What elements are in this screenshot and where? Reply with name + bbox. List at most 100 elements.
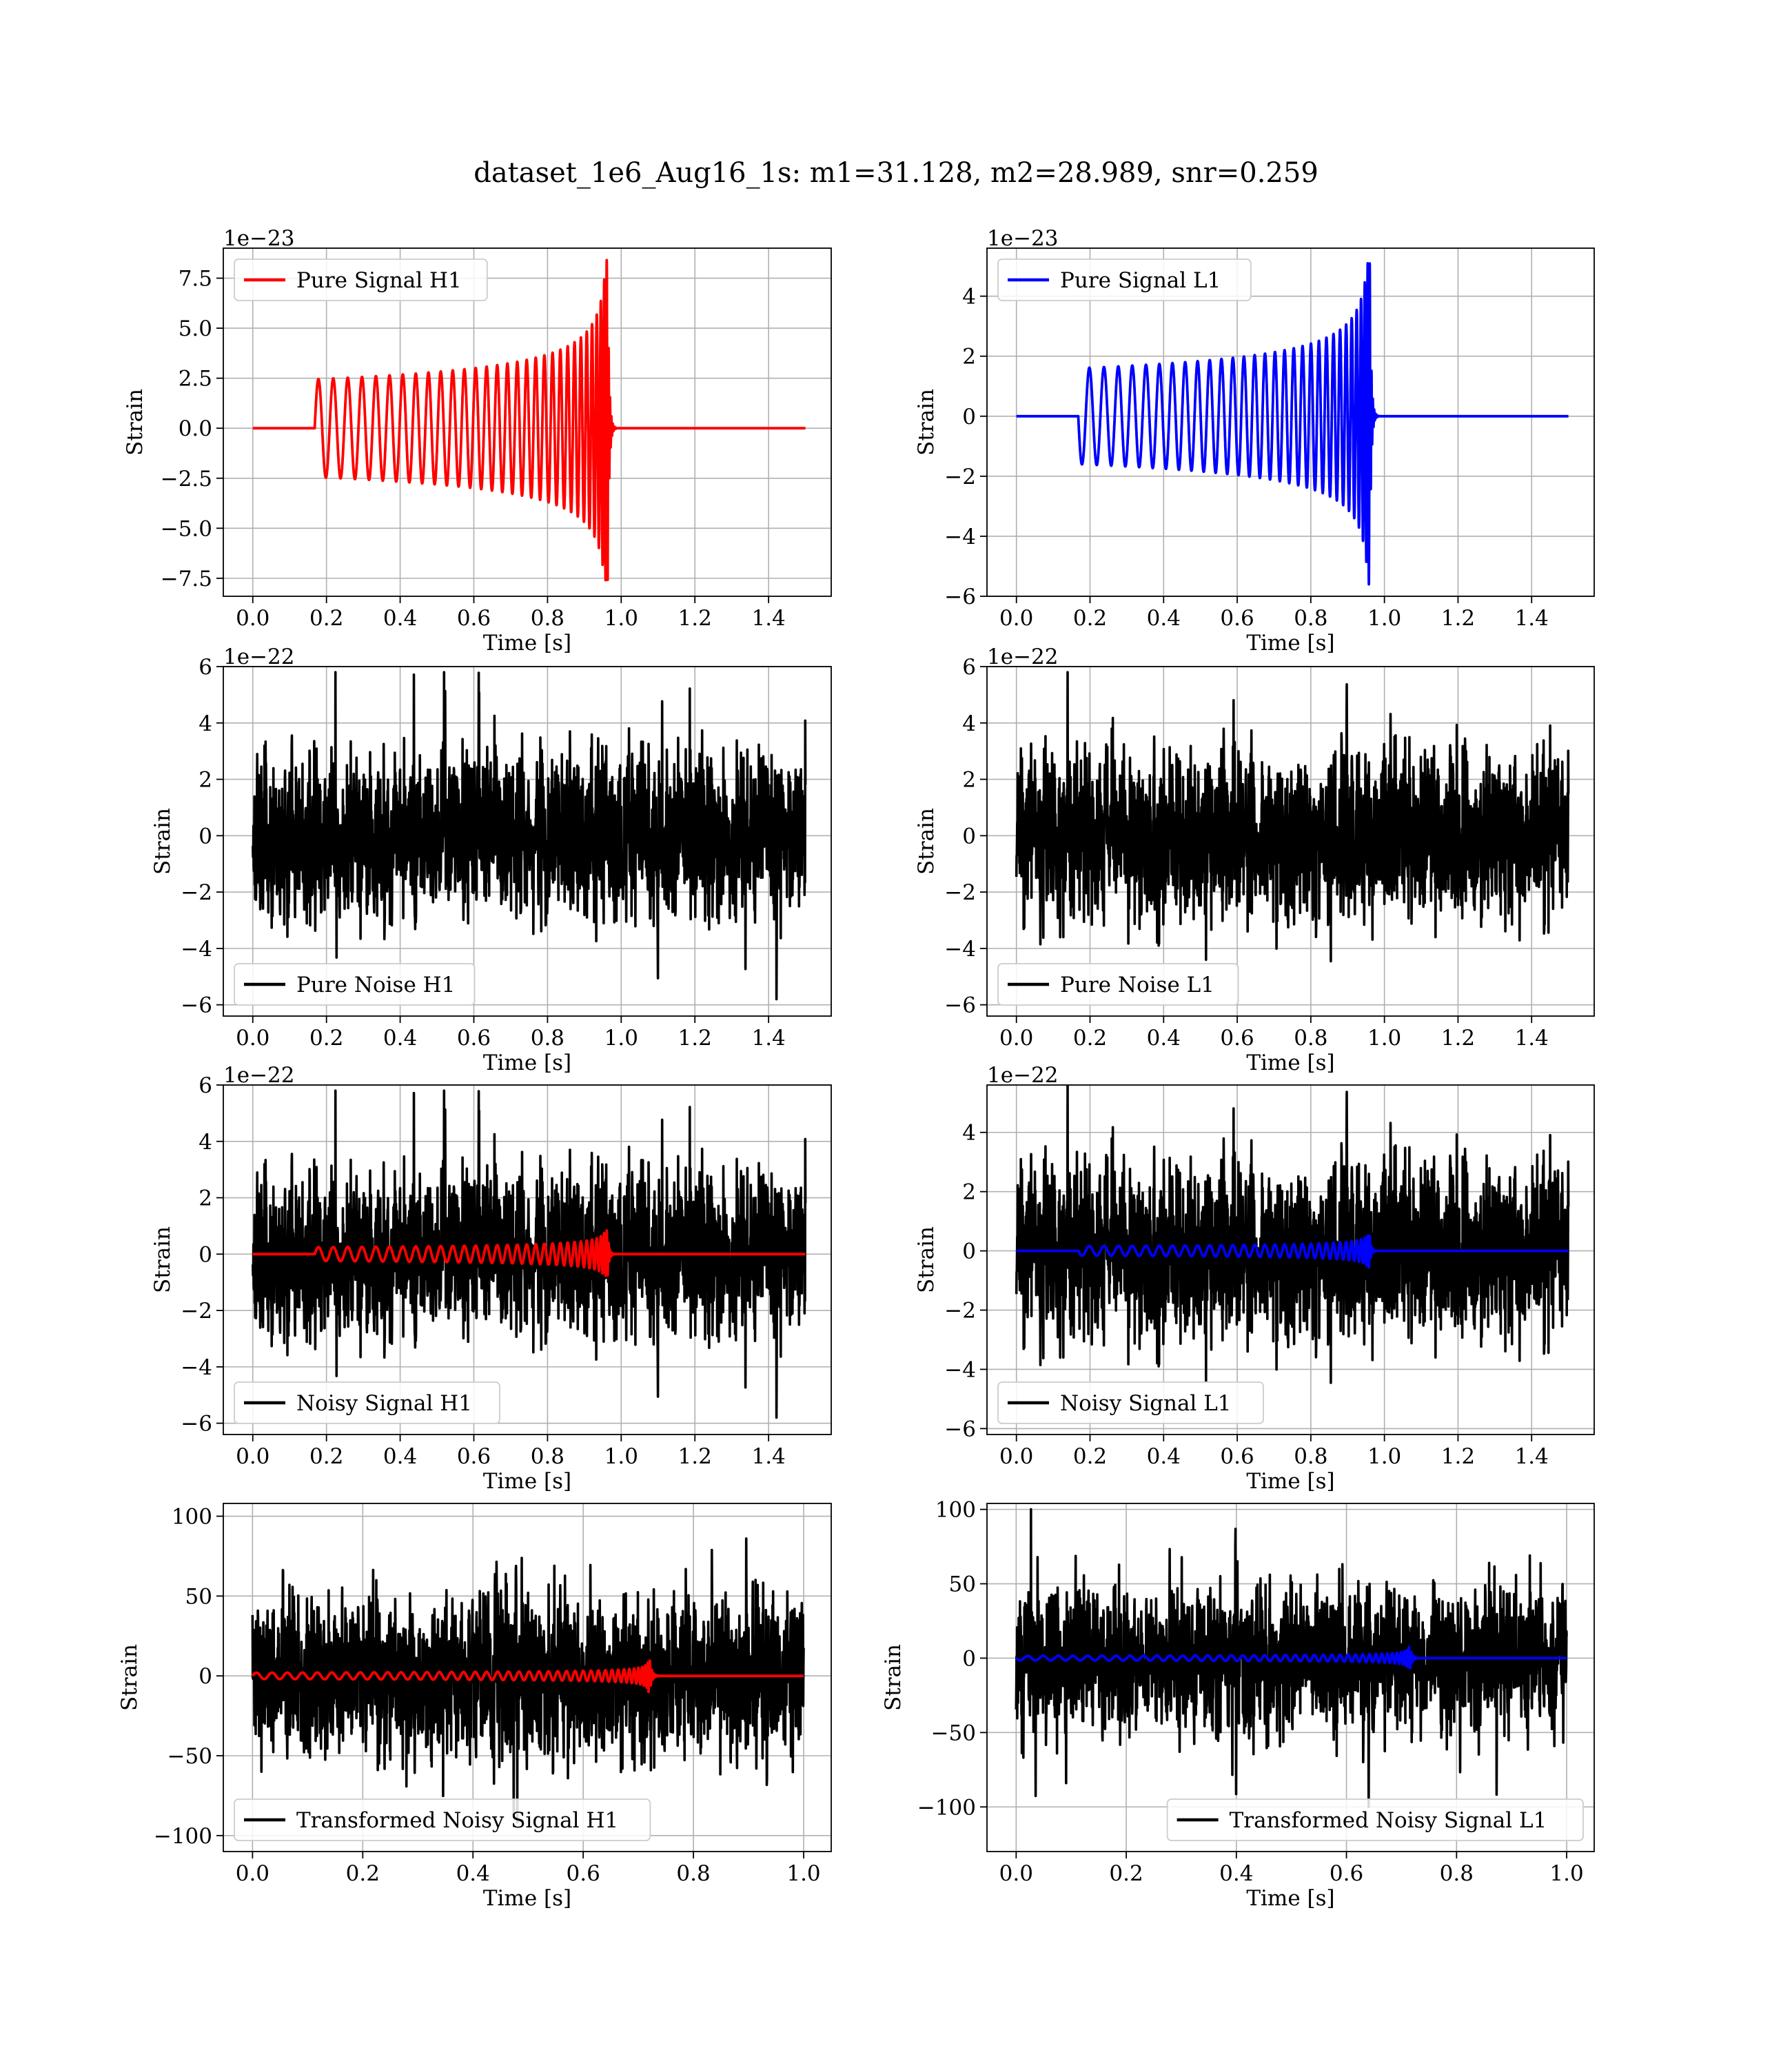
x-tick-label: 0.2 (1073, 606, 1107, 631)
legend: Pure Signal H1 (234, 258, 488, 301)
y-tick-label: 6 (198, 1073, 212, 1098)
y-tick-label: 6 (962, 655, 976, 680)
x-tick-label: 1.4 (1515, 1444, 1549, 1469)
x-axis-label: Time [s] (1246, 1051, 1334, 1075)
x-tick-label: 0.2 (346, 1861, 380, 1886)
chart-panel-pure-signal-h1: 0.0 0.2 0.4 0.6 0.8 1.0 1.2 1.4 −7.5 −5.0 −2.5 0.0 2… (123, 226, 832, 656)
x-tick-label: 0.0 (999, 1861, 1033, 1886)
axes-frame (986, 1503, 1595, 1852)
legend: Transformed Noisy Signal L1 (1166, 1798, 1584, 1841)
x-tick-label: 0.4 (1147, 1026, 1181, 1051)
x-tick-label: 1.4 (751, 1026, 785, 1051)
y-tick-label: 6 (198, 655, 212, 680)
series-group (1016, 262, 1569, 586)
chart-panel-noisy-signal-l1: 0.0 0.2 0.4 0.6 0.8 1.0 1.2 1.4 −6 −4 −2 0 2 4 Time [s… (914, 1063, 1595, 1494)
y-axis-label: Strain (914, 1226, 939, 1293)
x-tick-label: 0.8 (1294, 606, 1327, 631)
x-tick-label: 0.8 (1294, 1026, 1327, 1051)
axes-frame (223, 1503, 832, 1852)
x-tick-label: 1.2 (1441, 1444, 1475, 1469)
x-tick-label: 1.0 (1367, 1444, 1401, 1469)
x-tick-label: 0.0 (236, 606, 269, 631)
series-group (1015, 671, 1570, 963)
x-tick-label: 0.6 (1220, 1444, 1254, 1469)
y-tick-label: 100 (935, 1498, 976, 1523)
x-tick-label: 0.6 (1220, 606, 1254, 631)
x-tick-label: 0.8 (1440, 1861, 1474, 1886)
y-tick-label: 50 (949, 1572, 976, 1597)
x-tick-label: 0.2 (309, 1026, 343, 1051)
x-tick-label: 1.0 (604, 1026, 638, 1051)
y-tick-label: −100 (917, 1795, 976, 1820)
chart-panel-noisy-signal-h1: 0.0 0.2 0.4 0.6 0.8 1.0 1.2 1.4 −6 −4 −2 0 2 4 6 Time [… (150, 1063, 832, 1494)
x-tick-label: 0.4 (456, 1861, 490, 1886)
figure-title: dataset_1e6_Aug16_1s: m1=31.128, m2=28.9… (474, 157, 1318, 189)
y-tick-label: −4 (944, 1357, 976, 1382)
y-tick-label: −2 (181, 880, 212, 905)
legend: Transformed Noisy Signal H1 (234, 1798, 651, 1841)
x-tick-label: 0.6 (457, 1444, 491, 1469)
legend-box (997, 258, 1252, 301)
x-tick-label: 1.2 (1441, 1026, 1475, 1051)
chart-panel-pure-noise-h1: 0.0 0.2 0.4 0.6 0.8 1.0 1.2 1.4 −6 −4 −2 0 2 4 6 Time [… (150, 645, 832, 1075)
noise-line-0 (1015, 1085, 1570, 1384)
x-tick-label: 0.4 (1219, 1861, 1253, 1886)
y-tick-label: −2.5 (161, 467, 212, 491)
y-tick-label: 4 (198, 711, 212, 736)
signal-line-1 (1015, 1645, 1567, 1670)
legend-box (234, 963, 476, 1006)
x-tick-label: 0.0 (236, 1026, 269, 1051)
legend: Pure Noise L1 (997, 963, 1239, 1006)
y-tick-label: 0 (962, 1239, 976, 1264)
signal-line-1 (251, 1659, 804, 1694)
y-tick-label: 0.0 (179, 416, 212, 441)
x-tick-label: 0.8 (531, 1444, 564, 1469)
axes-frame (223, 247, 832, 597)
x-tick-label: 0.4 (1147, 1444, 1181, 1469)
y-tick-label: −2 (944, 880, 976, 905)
x-tick-label: 0.6 (457, 1026, 491, 1051)
signal-line-0 (1016, 262, 1569, 586)
y-axis-label: Strain (117, 1644, 142, 1711)
y-axis-label: Strain (123, 389, 147, 456)
legend-box (234, 1798, 651, 1841)
x-axis-label: Time [s] (1246, 631, 1334, 656)
x-tick-label: 1.0 (1549, 1861, 1583, 1886)
y-tick-label: −2 (944, 465, 976, 489)
chart-panel-transformed-noisy-signal-l1: 0.0 0.2 0.4 0.6 0.8 1.0 −100 −50 0 50 100 Time [s] S… (881, 1498, 1595, 1911)
y-tick-label: 0 (198, 1664, 212, 1689)
x-axis-label: Time [s] (483, 1886, 571, 1911)
legend-box (234, 258, 488, 301)
series-group (1015, 1085, 1570, 1384)
legend-label: Pure Noise H1 (296, 973, 455, 997)
y-tick-label: 4 (198, 1130, 212, 1155)
x-axis-label: Time [s] (483, 1469, 571, 1494)
y-tick-label: 0 (962, 405, 976, 429)
x-tick-label: 0.0 (236, 1444, 269, 1469)
y-tick-label: 100 (172, 1505, 212, 1530)
legend: Noisy Signal L1 (997, 1381, 1264, 1424)
y-tick-label: 0 (198, 1242, 212, 1267)
legend: Pure Noise H1 (234, 963, 476, 1006)
x-tick-label: 0.2 (1109, 1861, 1143, 1886)
y-tick-label: 5.0 (179, 316, 212, 341)
x-tick-label: 0.8 (531, 1026, 564, 1051)
y-tick-label: −50 (167, 1744, 212, 1769)
chart-panel-transformed-noisy-signal-h1: 0.0 0.2 0.4 0.6 0.8 1.0 −100 −50 0 50 100 Time [s] S… (117, 1503, 832, 1911)
axes-frame (986, 666, 1595, 1017)
y-tick-label: 7.5 (179, 267, 212, 292)
x-tick-label: 0.0 (999, 606, 1033, 631)
x-tick-label: 0.6 (567, 1861, 600, 1886)
y-tick-label: 2 (962, 345, 976, 369)
x-tick-label: 1.4 (751, 606, 785, 631)
y-tick-label: −4 (944, 937, 976, 962)
axes-frame (986, 247, 1595, 597)
y-tick-label: −6 (944, 1417, 976, 1441)
y-axis-label: Strain (150, 1226, 175, 1293)
y-tick-label: −6 (181, 993, 212, 1018)
offset-label: 1e−22 (987, 645, 1059, 669)
legend-label: Noisy Signal L1 (1060, 1391, 1232, 1416)
x-axis-label: Time [s] (1246, 1469, 1334, 1494)
y-tick-label: −4 (944, 525, 976, 549)
